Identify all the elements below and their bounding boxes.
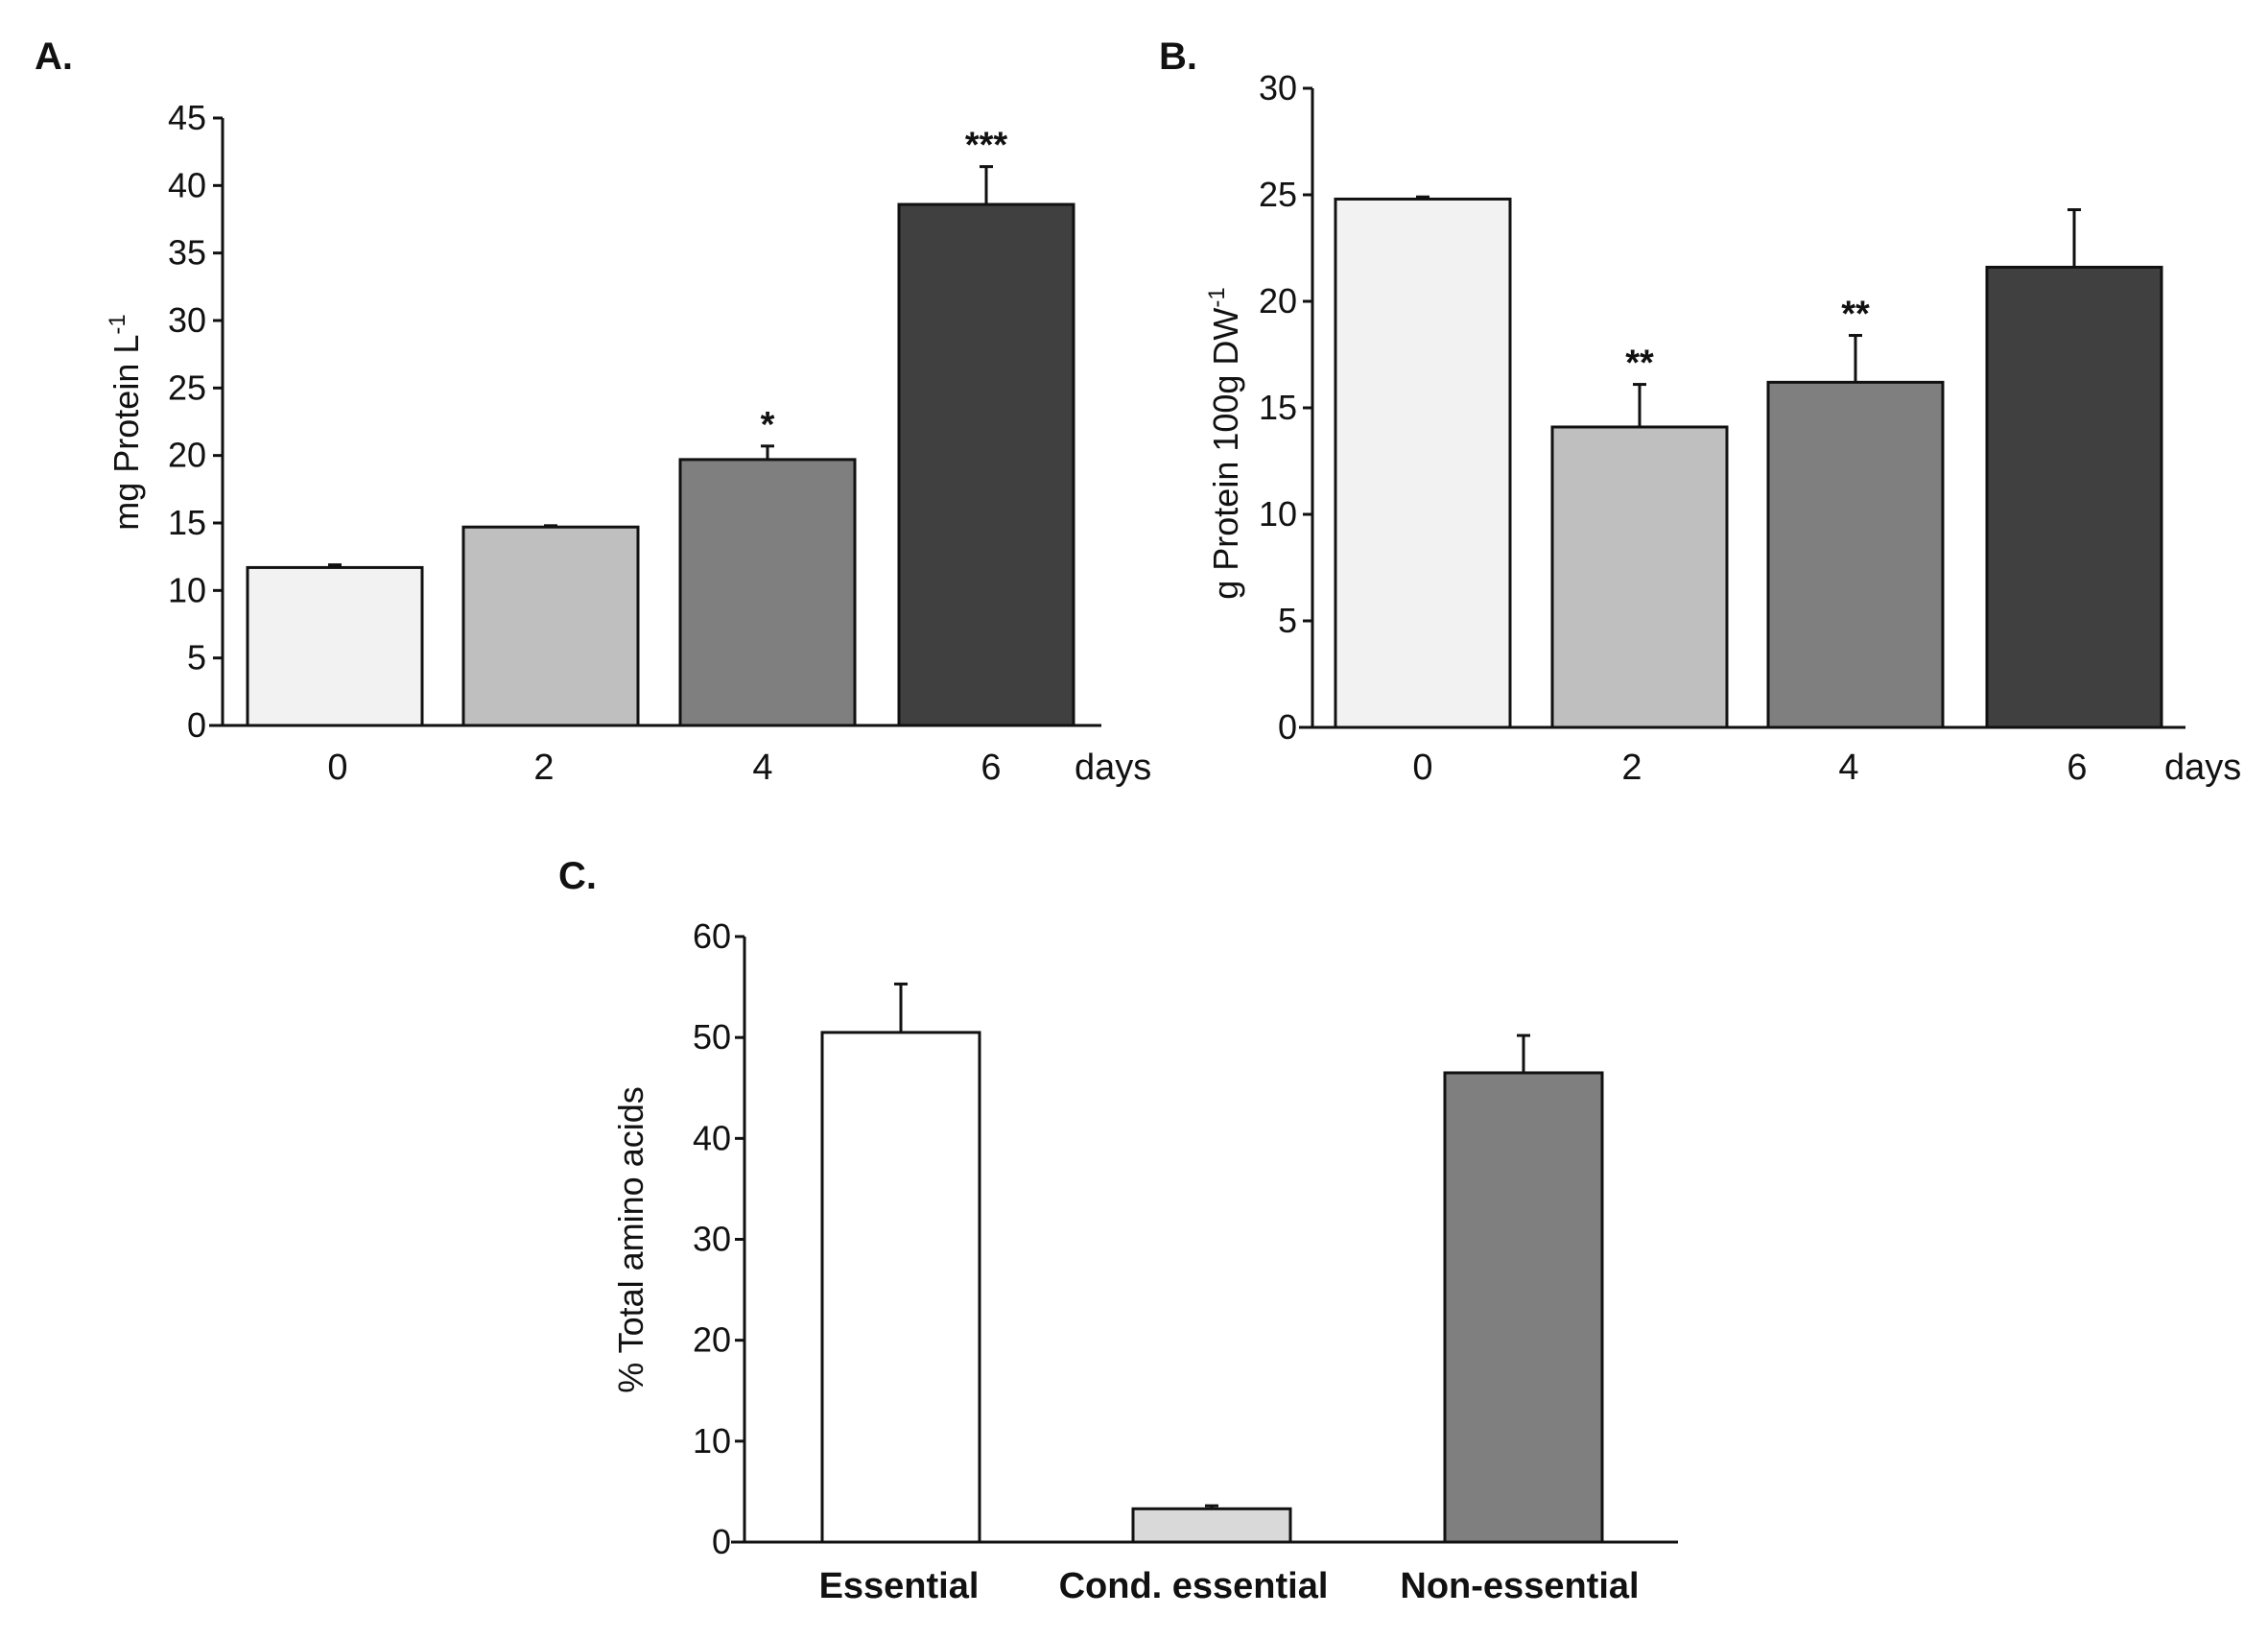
y-tick-label-c: 60 [693, 916, 731, 956]
x-axis-unit-label-a: days [1075, 748, 1151, 788]
bar-b-6 [1985, 265, 2163, 729]
significance-label-b: ** [1625, 344, 1654, 384]
y-tick-label-a: 40 [168, 165, 206, 204]
bar-a-2 [461, 525, 640, 727]
y-tick-label-b: 15 [1259, 388, 1297, 427]
x-axis-unit-label-b: days [2164, 748, 2241, 788]
category-label-b: 6 [2067, 748, 2087, 788]
bar-c-essential [820, 1031, 981, 1544]
category-label-a: 0 [327, 748, 347, 788]
category-label-a: 4 [752, 748, 772, 788]
y-tick-label-a: 20 [168, 436, 206, 475]
panel-label-c: C. [558, 855, 597, 897]
panel-b: B. 0 5 10 15 20 25 30 g Protein 100g DW-1 0 ** 2 ** 4… [1159, 36, 2241, 788]
panel-label-a: A. [35, 36, 73, 78]
y-axis-label-b: g Protein 100g DW-1 [1204, 287, 1245, 600]
bar-a-4 [678, 458, 857, 727]
y-tick-label-a: 45 [168, 98, 206, 137]
y-tick-label-c: 0 [712, 1522, 731, 1561]
bar-b-0 [1334, 197, 1512, 729]
y-tick-label-c: 10 [693, 1421, 731, 1461]
y-tick-label-c: 40 [693, 1118, 731, 1157]
bar-c-non-essential [1443, 1071, 1604, 1544]
y-tick-label-a: 15 [168, 503, 206, 542]
y-tick-label-b: 30 [1259, 68, 1297, 107]
bar-a-0 [246, 565, 424, 727]
bar-a-6 [897, 202, 1075, 727]
y-axis-label-superscript-a: -1 [105, 314, 130, 334]
y-tick-label-c: 30 [693, 1220, 731, 1259]
y-tick-label-b: 5 [1278, 601, 1297, 640]
y-tick-label-b: 10 [1259, 494, 1297, 534]
category-label-c: Essential [819, 1566, 980, 1606]
y-tick-label-a: 25 [168, 368, 206, 407]
panel-a: A. 0 5 10 15 20 25 30 35 40 45 mg Protein L-1 0 2 * 4 **… [35, 36, 1151, 788]
category-label-a: 6 [980, 748, 1001, 788]
category-label-b: 0 [1412, 748, 1432, 788]
category-label-c: Non-essential [1400, 1566, 1639, 1606]
panel-label-b: B. [1159, 36, 1197, 78]
y-tick-label-a: 0 [187, 705, 206, 745]
y-tick-label-b: 20 [1259, 281, 1297, 321]
significance-label-a: * [761, 405, 775, 445]
y-tick-label-b: 25 [1259, 175, 1297, 214]
y-axis-label-a: mg Protein L-1 [105, 314, 146, 530]
significance-label-b: ** [1841, 295, 1870, 335]
y-tick-label-a: 10 [168, 570, 206, 609]
y-tick-label-a: 30 [168, 300, 206, 340]
y-tick-label-b: 0 [1278, 707, 1297, 747]
panel-c: C. 0 10 20 30 40 50 60 % Total amino acids Essent… [558, 855, 1678, 1606]
y-axis-label-c: % Total amino acids [611, 1086, 650, 1393]
bar-c-cond-essential [1131, 1507, 1292, 1544]
category-label-a: 2 [533, 748, 554, 788]
category-label-b: 2 [1621, 748, 1642, 788]
y-tick-label-a: 5 [187, 638, 206, 677]
y-tick-label-a: 35 [168, 233, 206, 273]
category-label-c: Cond. essential [1059, 1566, 1329, 1606]
category-label-b: 4 [1838, 748, 1858, 788]
significance-label-a: *** [965, 126, 1008, 166]
y-tick-label-c: 50 [693, 1017, 731, 1057]
bar-b-4 [1766, 380, 1945, 729]
y-axis-label-superscript-b: -1 [1204, 287, 1230, 307]
bar-b-2 [1550, 425, 1729, 729]
y-tick-label-c: 20 [693, 1320, 731, 1360]
